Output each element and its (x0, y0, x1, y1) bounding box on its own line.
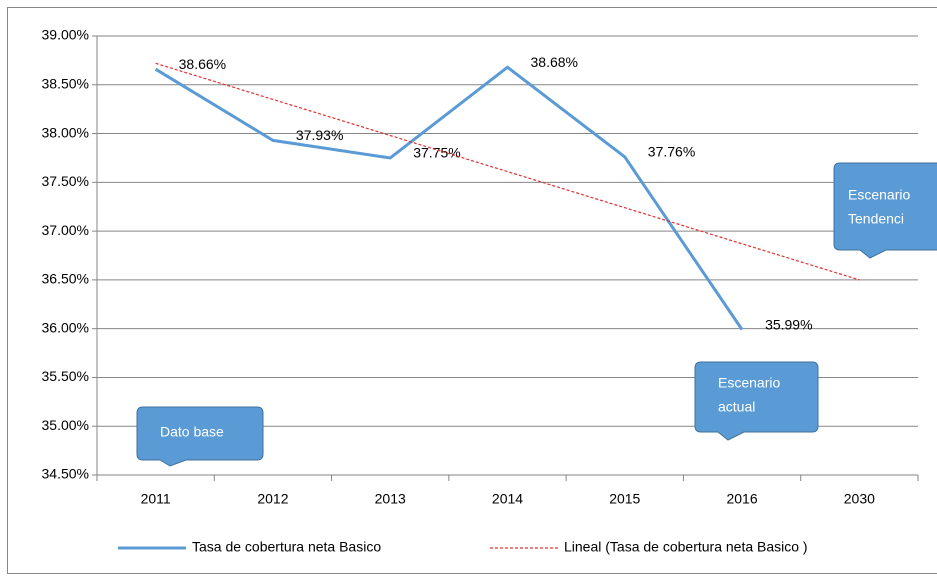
callout-text: Tendenci (848, 211, 904, 227)
callout-text: actual (718, 399, 755, 415)
y-tick-label: 39.00% (42, 27, 89, 43)
x-tick-label: 2013 (375, 491, 406, 507)
callout-box (694, 361, 819, 441)
y-tick-label: 37.50% (42, 173, 89, 189)
y-tick-label: 37.00% (42, 222, 89, 238)
x-tick-label: 2012 (257, 491, 288, 507)
y-tick-label: 36.50% (42, 271, 89, 287)
x-tick-label: 2016 (726, 491, 757, 507)
callout: Escenario Tendenci (833, 162, 937, 259)
data-label: 38.68% (531, 54, 578, 70)
callout-text: Dato base (160, 424, 224, 440)
legend-label: Tasa de cobertura neta Basico (192, 539, 381, 555)
y-tick-label: 34.50% (42, 466, 89, 482)
y-tick-label: 35.00% (42, 417, 89, 433)
trend-line (155, 62, 860, 281)
x-tick-label: 2011 (141, 491, 171, 507)
data-line (154, 65, 744, 331)
y-tick-label: 35.50% (42, 368, 89, 384)
y-tick-label: 38.00% (42, 124, 89, 140)
x-tick-label: 2015 (609, 491, 640, 507)
data-label: 37.76% (648, 144, 695, 160)
callout-box (833, 162, 937, 259)
callout-text: Escenario (848, 187, 910, 203)
data-label: 38.66% (179, 56, 226, 72)
x-tick-label: 2014 (492, 491, 523, 507)
data-label: 37.93% (296, 127, 343, 143)
data-label: 35.99% (765, 316, 812, 332)
y-tick-label: 38.50% (42, 75, 89, 91)
legend-label: Lineal (Tasa de cobertura neta Basico ) (564, 539, 808, 555)
data-label: 37.75% (413, 145, 460, 161)
callout: Escenario actual (694, 361, 819, 441)
callout-text: Escenario (718, 375, 780, 391)
callout: Dato base (136, 406, 264, 467)
callout-box (136, 406, 264, 467)
y-tick-label: 36.00% (42, 319, 89, 335)
x-tick-label: 2030 (844, 491, 875, 507)
chart-border (7, 7, 937, 574)
